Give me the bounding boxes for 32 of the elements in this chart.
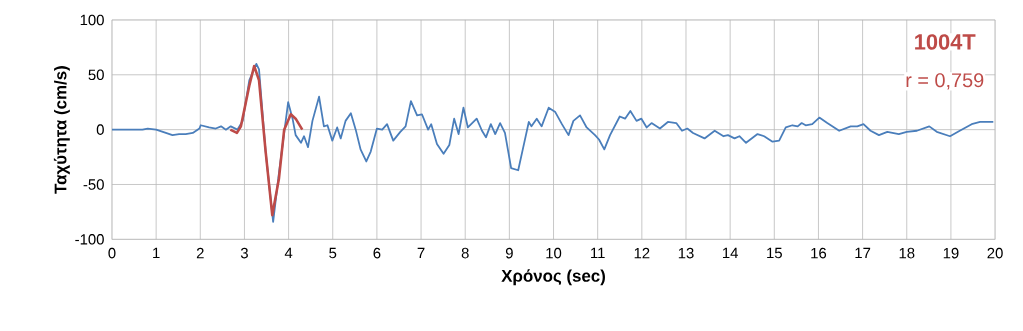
x-tick-label: 2 <box>196 247 204 259</box>
x-tick-label: 8 <box>461 247 469 259</box>
x-tick-label: 9 <box>505 247 513 259</box>
y-tick-label: -100 <box>75 234 104 245</box>
x-tick-label: 1 <box>153 247 160 259</box>
annotation: 1004T <box>915 34 976 50</box>
x-axis-title: Χρόνος (sec) <box>501 269 605 286</box>
x-tick-label: 20 <box>987 247 1003 259</box>
x-tick-label: 7 <box>417 247 425 259</box>
x-tick-label: 6 <box>373 247 381 259</box>
x-tick-label: 0 <box>108 247 116 259</box>
annotation: r = 0,759 <box>906 73 984 90</box>
x-tick-label: 14 <box>722 247 738 259</box>
x-tick-label: 11 <box>591 247 605 259</box>
x-tick-label: 3 <box>240 247 248 259</box>
line-series <box>111 62 995 223</box>
x-tick-label: 4 <box>284 247 293 259</box>
line-series <box>229 64 304 217</box>
x-tick-label: 10 <box>546 247 562 259</box>
x-tick-label: 16 <box>811 247 827 259</box>
x-tick-label: 13 <box>678 247 694 259</box>
x-tick-label: 5 <box>329 247 337 259</box>
y-tick-label: 50 <box>88 69 104 81</box>
y-tick-label: -50 <box>83 179 104 190</box>
x-tick-label: 15 <box>767 247 782 259</box>
x-tick-label: 19 <box>943 247 959 259</box>
x-tick-label: 18 <box>899 247 915 259</box>
y-tick-label: 100 <box>80 14 104 26</box>
y-tick-label: 0 <box>96 124 104 135</box>
y-axis-title: Ταχύτητα (cm/s) <box>53 66 70 194</box>
x-tick-label: 12 <box>634 247 650 259</box>
x-tick-label: 17 <box>855 247 871 259</box>
